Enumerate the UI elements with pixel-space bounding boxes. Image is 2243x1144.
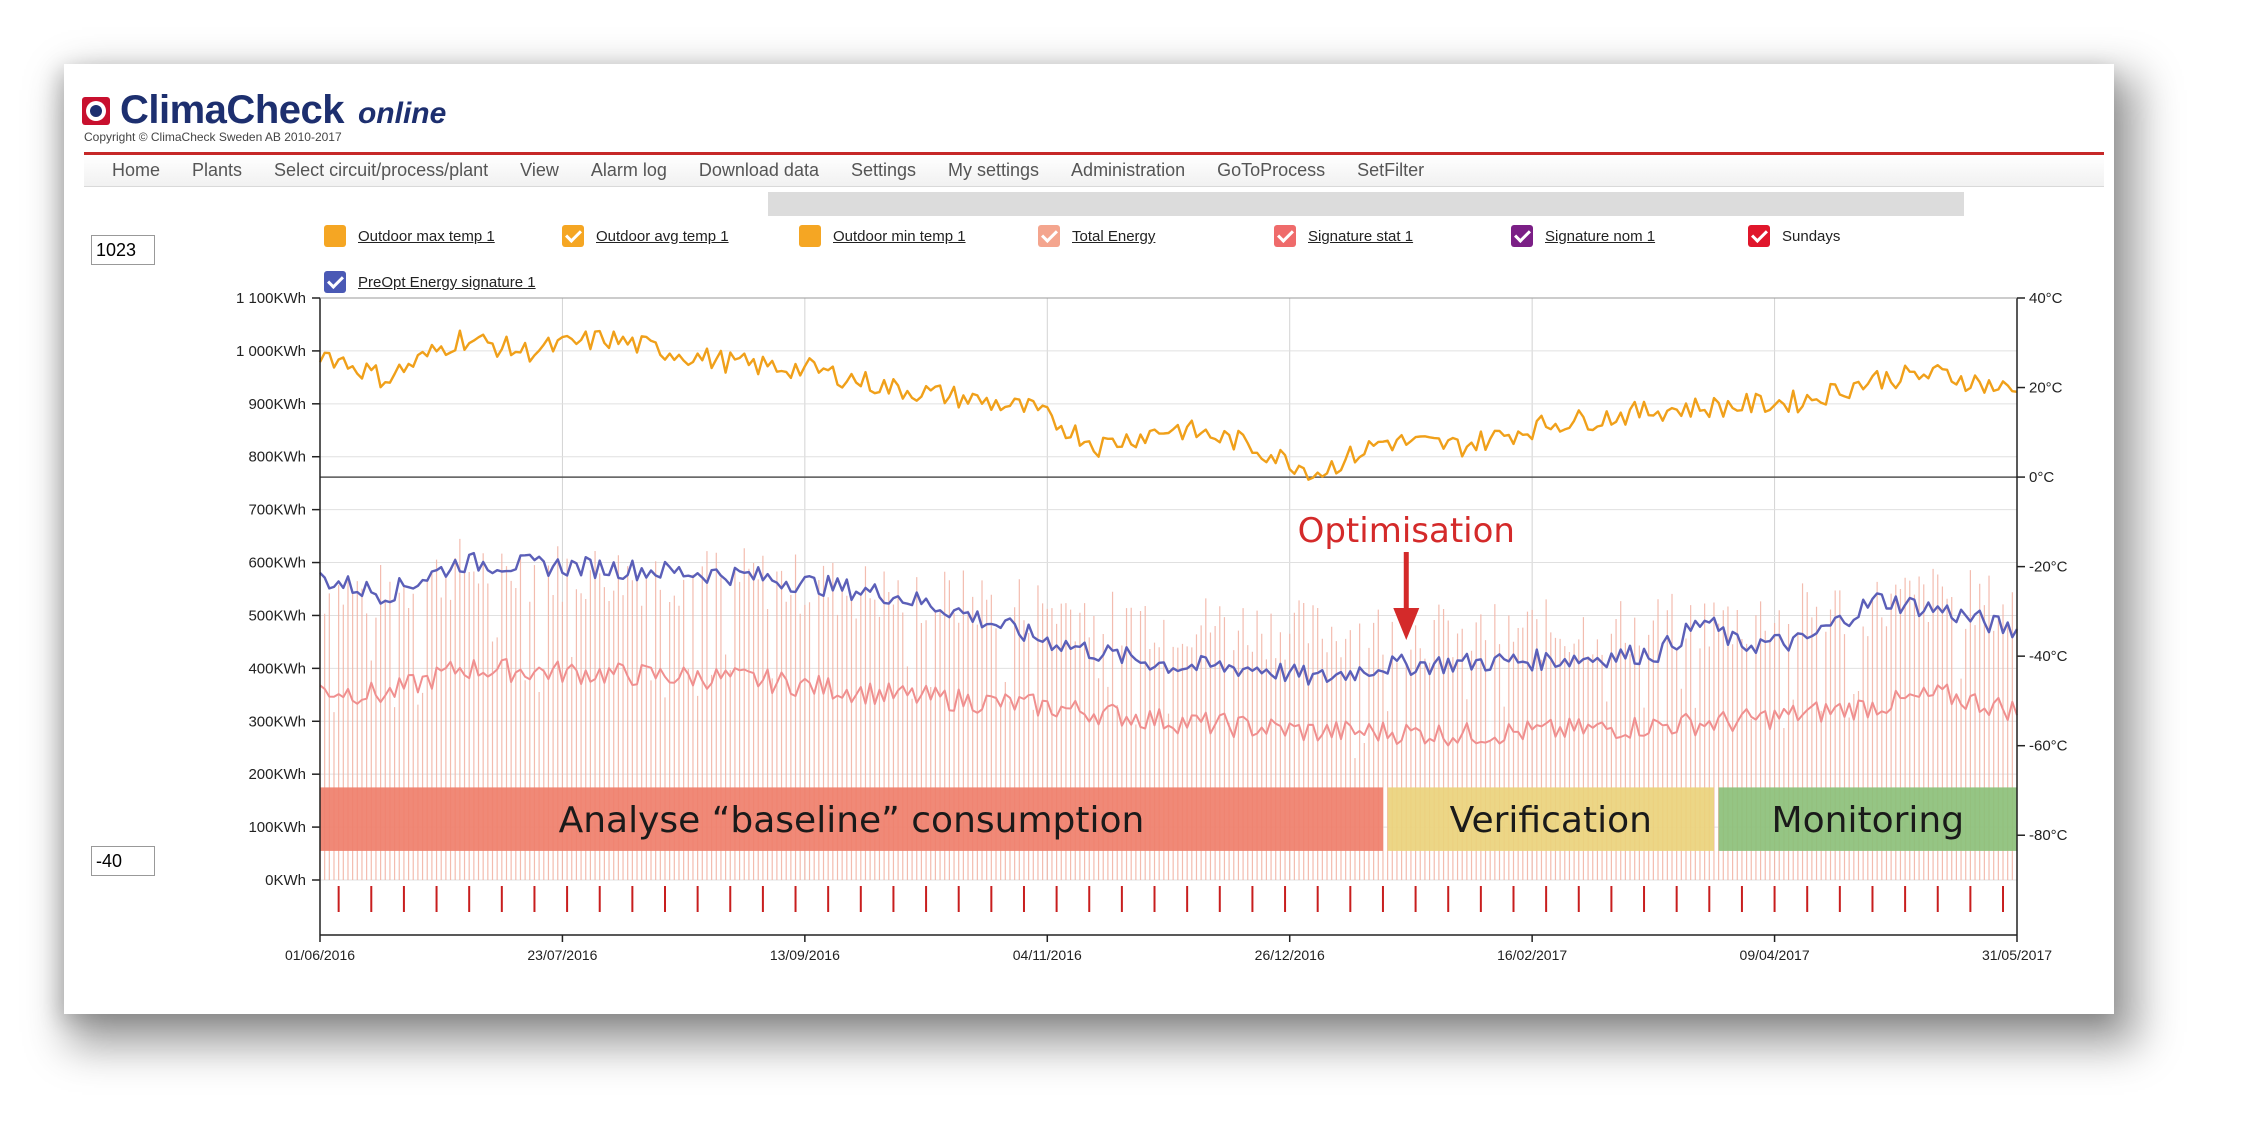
nav-gotoprocess[interactable]: GoToProcess bbox=[1217, 160, 1326, 180]
x-tick-label: 13/09/2016 bbox=[770, 947, 840, 963]
y-left-tick-label: 700KWh bbox=[248, 502, 306, 519]
y-left-tick-label: 1 100KWh bbox=[236, 290, 306, 307]
x-tick-label: 23/07/2016 bbox=[527, 947, 597, 963]
checkbox-icon[interactable] bbox=[1038, 225, 1060, 247]
nav-my-settings[interactable]: My settings bbox=[948, 160, 1040, 180]
x-tick-label: 04/11/2016 bbox=[1013, 947, 1082, 963]
y-right-tick-label: -80°C bbox=[2029, 827, 2068, 844]
legend-total-energy[interactable]: Total Energy bbox=[1038, 225, 1155, 247]
nav-download-data[interactable]: Download data bbox=[698, 160, 819, 180]
x-tick-label: 26/12/2016 bbox=[1255, 947, 1325, 963]
legend-signature-nom[interactable]: Signature nom 1 bbox=[1511, 225, 1655, 247]
x-tick-label: 01/06/2016 bbox=[285, 947, 355, 963]
phase-band-0 bbox=[320, 787, 1383, 851]
legend-preopt-signature[interactable]: PreOpt Energy signature 1 bbox=[324, 271, 536, 293]
y-left-tick-label: 800KWh bbox=[248, 449, 306, 466]
y-right-tick-label: -60°C bbox=[2029, 738, 2068, 755]
checkbox-icon[interactable] bbox=[799, 225, 821, 247]
phase-band-1 bbox=[1387, 787, 1714, 851]
nav-home[interactable]: Home bbox=[112, 160, 161, 180]
series-line-signature_stat bbox=[319, 658, 2018, 747]
checkbox-icon[interactable] bbox=[324, 225, 346, 247]
brand: ClimaCheck online bbox=[82, 88, 446, 133]
y-max-input[interactable] bbox=[91, 235, 155, 265]
y-right-tick-label: 20°C bbox=[2029, 380, 2063, 397]
nav-alarm-log[interactable]: Alarm log bbox=[590, 160, 667, 180]
nav-settings[interactable]: Settings bbox=[850, 160, 917, 180]
y-left-tick-label: 300KWh bbox=[248, 713, 306, 730]
main-nav: Home Plants Select circuit/process/plant… bbox=[84, 155, 2104, 187]
legend-sundays[interactable]: Sundays bbox=[1748, 225, 1840, 247]
brand-suffix: online bbox=[357, 96, 447, 130]
series-line-outdoor_avg bbox=[318, 329, 2018, 481]
series-line-preopt bbox=[319, 551, 2019, 686]
y-left-tick-label: 0KWh bbox=[265, 872, 306, 889]
phase-label-2: Monitoring bbox=[1772, 800, 1965, 841]
optimisation-annotation: Optimisation bbox=[1298, 511, 1515, 551]
y-left-tick-label: 400KWh bbox=[248, 660, 306, 677]
nav-setfilter[interactable]: SetFilter bbox=[1357, 160, 1425, 180]
x-tick-label: 16/02/2017 bbox=[1497, 947, 1567, 963]
legend-outdoor-avg[interactable]: Outdoor avg temp 1 bbox=[562, 225, 729, 247]
y-left-tick-label: 1 000KWh bbox=[236, 343, 306, 360]
y-left-tick-label: 100KWh bbox=[248, 819, 306, 836]
checkbox-icon[interactable] bbox=[1274, 225, 1296, 247]
filter-bar bbox=[768, 192, 1964, 216]
y-right-tick-label: -20°C bbox=[2029, 559, 2068, 576]
legend-outdoor-max[interactable]: Outdoor max temp 1 bbox=[324, 225, 495, 247]
y-right-tick-label: -40°C bbox=[2029, 648, 2068, 665]
copyright-text: Copyright © ClimaCheck Sweden AB 2010-20… bbox=[84, 130, 342, 144]
y-right-tick-label: 0°C bbox=[2029, 469, 2054, 486]
x-tick-label: 09/04/2017 bbox=[1740, 947, 1810, 963]
legend-outdoor-min[interactable]: Outdoor min temp 1 bbox=[799, 225, 966, 247]
phase-band-2 bbox=[1718, 787, 2017, 851]
header-divider bbox=[84, 152, 2104, 155]
brand-name: ClimaCheck bbox=[120, 88, 344, 132]
legend-signature-stat[interactable]: Signature stat 1 bbox=[1274, 225, 1413, 247]
nav-plants[interactable]: Plants bbox=[192, 160, 243, 180]
y-left-tick-label: 500KWh bbox=[248, 607, 306, 624]
checkbox-icon[interactable] bbox=[324, 271, 346, 293]
y-right-tick-label: 40°C bbox=[2029, 290, 2063, 307]
optimisation-arrow-head-icon bbox=[1393, 608, 1420, 640]
phase-label-1: Verification bbox=[1450, 800, 1652, 841]
nav-administration[interactable]: Administration bbox=[1071, 160, 1186, 180]
y-left-tick-label: 900KWh bbox=[248, 396, 306, 413]
nav-select-circuit[interactable]: Select circuit/process/plant bbox=[274, 160, 489, 180]
checkbox-icon[interactable] bbox=[1748, 225, 1770, 247]
checkbox-icon[interactable] bbox=[1511, 225, 1533, 247]
y-min-input[interactable] bbox=[91, 846, 155, 876]
y-left-tick-label: 600KWh bbox=[248, 555, 306, 572]
checkbox-icon[interactable] bbox=[562, 225, 584, 247]
y-left-tick-label: 200KWh bbox=[248, 766, 306, 783]
climacheck-logo-icon bbox=[82, 96, 110, 125]
phase-label-0: Analyse “baseline” consumption bbox=[559, 800, 1145, 841]
nav-view[interactable]: View bbox=[520, 160, 559, 180]
x-tick-label: 31/05/2017 bbox=[1982, 947, 2052, 963]
